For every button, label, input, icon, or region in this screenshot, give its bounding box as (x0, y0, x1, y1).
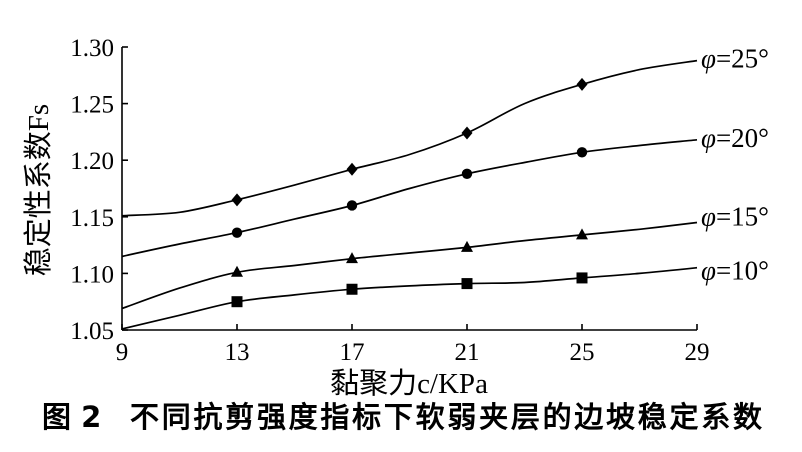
angle-value: =25° (716, 44, 769, 74)
phi-symbol: φ (701, 123, 716, 153)
y-tick-label: 1.10 (70, 261, 114, 288)
series-label-phi20: φ=20° (701, 123, 769, 153)
series-phi20: φ=20° (121, 123, 769, 258)
phi-symbol: φ (701, 256, 716, 286)
point-phi15-c21 (461, 240, 473, 252)
point-phi15-c13 (231, 265, 243, 277)
angle-value: =10° (716, 256, 769, 286)
point-phi25-c25 (576, 77, 588, 91)
x-tick-label: 9 (116, 339, 129, 366)
series-label-phi15: φ=15° (701, 201, 769, 231)
y-tick-label: 1.05 (70, 318, 114, 345)
point-phi15-c17 (346, 252, 358, 264)
series-line-phi20 (121, 138, 698, 258)
series-phi10: φ=10° (121, 256, 769, 330)
point-phi20-c21 (461, 168, 473, 179)
series-phi25: φ=25° (121, 44, 769, 217)
point-phi20-c25 (576, 147, 588, 158)
point-phi20-c13 (231, 227, 243, 238)
series-label-phi10: φ=10° (701, 256, 769, 286)
y-tick-label: 1.20 (70, 148, 114, 175)
y-tick-label: 1.30 (70, 35, 114, 62)
x-tick-label: 25 (570, 339, 595, 366)
point-phi10-c21 (461, 278, 473, 290)
axes (121, 47, 697, 331)
x-tick-label: 21 (455, 339, 480, 366)
point-phi15-c25 (576, 228, 588, 240)
x-tick-label: 13 (225, 339, 250, 366)
point-phi10-c25 (576, 272, 588, 284)
x-axis-label: 黏聚力c/KPa (330, 367, 488, 400)
point-phi25-c17 (346, 162, 358, 176)
point-phi20-c17 (346, 200, 358, 211)
series-phi15: φ=15° (121, 201, 769, 310)
figure-number: 图 2 (42, 400, 101, 434)
series-line-phi15 (121, 221, 698, 310)
series-line-phi25 (121, 59, 698, 217)
figure-caption: 不同抗剪强度指标下软弱夹层的边坡稳定系数 (130, 400, 763, 434)
phi-symbol: φ (701, 201, 716, 231)
series-label-phi25: φ=25° (701, 44, 769, 74)
x-tick-label: 29 (685, 339, 710, 366)
y-tick-label: 1.25 (70, 92, 114, 119)
series-line-phi10 (121, 266, 698, 330)
x-tick-label: 17 (340, 339, 365, 366)
point-phi10-c17 (346, 283, 358, 295)
point-phi25-c13 (231, 193, 243, 207)
y-tick-label: 1.15 (70, 205, 114, 232)
point-phi25-c21 (461, 126, 473, 140)
y-axis-label: 稳定性系数Fs (22, 104, 55, 276)
phi-symbol: φ (701, 44, 716, 74)
tick-group: 1.05 1.10 1.15 1.20 1.25 1.30 9 13 17 21 25 29 (70, 35, 709, 366)
angle-value: =20° (716, 123, 769, 153)
point-phi10-c13 (231, 296, 243, 308)
angle-value: =15° (716, 201, 769, 231)
series-group: φ=25°φ=20°φ=15°φ=10° (121, 44, 769, 330)
